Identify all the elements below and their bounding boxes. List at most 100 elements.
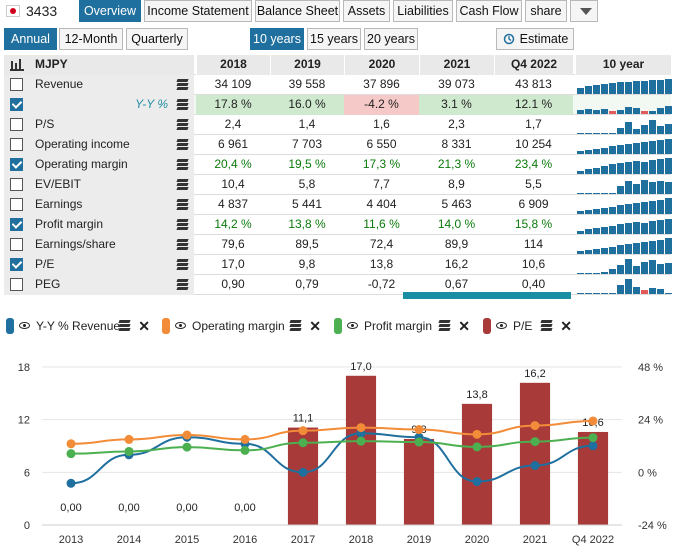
- series-point: [240, 445, 250, 455]
- layers-icon[interactable]: [438, 320, 451, 331]
- table-row[interactable]: P/E 17,0 9,8 13,8 16,2 10,6: [4, 255, 672, 275]
- series-point: [182, 442, 192, 452]
- table-row[interactable]: Earnings/share 79,6 89,5 72,4 89,9 114: [4, 235, 672, 255]
- period-annual-button[interactable]: Annual: [4, 28, 57, 50]
- x-tick-label: Q4 2022: [572, 534, 614, 546]
- layers-icon[interactable]: [118, 320, 131, 331]
- table-row[interactable]: Operating income 6 961 7 703 6 550 8 331 10 2…: [4, 135, 672, 155]
- layers-icon[interactable]: [176, 239, 189, 250]
- close-icon[interactable]: ✕: [309, 318, 321, 334]
- row-checkbox[interactable]: [10, 258, 23, 271]
- layers-icon[interactable]: [176, 119, 189, 130]
- eye-icon[interactable]: [19, 322, 30, 329]
- range-15-years-button[interactable]: 15 years: [307, 28, 361, 50]
- spark-bar: [609, 293, 616, 294]
- table-row[interactable]: PEG 0,90 0,79 -0,72 0,67 0,40: [4, 275, 672, 295]
- eye-icon[interactable]: [496, 322, 507, 329]
- row-label-cell: Y-Y %: [4, 95, 194, 115]
- period-quarterly-button[interactable]: Quarterly: [126, 28, 188, 50]
- row-label-cell: Operating margin: [4, 155, 194, 175]
- row-checkbox[interactable]: [10, 138, 23, 151]
- column-header[interactable]: 2018: [196, 55, 270, 75]
- bar-value-label: 0,00: [234, 502, 255, 514]
- close-icon[interactable]: ✕: [458, 318, 470, 334]
- table-row[interactable]: Revenue 34 109 39 558 37 896 39 073 43 813: [4, 75, 672, 95]
- layers-icon[interactable]: [540, 320, 553, 331]
- tab-income-statement[interactable]: Income Statement: [144, 0, 252, 22]
- estimate-button[interactable]: Estimate: [496, 28, 574, 50]
- bar-chart-icon[interactable]: [10, 58, 24, 71]
- eye-icon[interactable]: [175, 322, 186, 329]
- spark-bar: [665, 198, 672, 214]
- table-horizontal-scrollbar[interactable]: [403, 292, 571, 299]
- series-point: [298, 438, 308, 448]
- column-header[interactable]: 2021: [419, 55, 494, 75]
- row-checkbox[interactable]: [10, 178, 23, 191]
- table-cell: 16.0 %: [270, 95, 344, 115]
- spark-bar: [617, 186, 624, 194]
- table-row[interactable]: Earnings 4 837 5 441 4 404 5 463 6 909: [4, 195, 672, 215]
- spark-bar: [625, 244, 632, 254]
- tab-overview[interactable]: Overview: [79, 0, 141, 22]
- layers-icon[interactable]: [176, 219, 189, 230]
- column-header[interactable]: 2019: [270, 55, 344, 75]
- table-row[interactable]: Y-Y % 17.8 % 16.0 % -4.2 % 3.1 % 12.1 %: [4, 95, 672, 115]
- period-12-month-button[interactable]: 12-Month: [59, 28, 123, 50]
- layers-icon[interactable]: [176, 279, 189, 290]
- more-tabs-dropdown[interactable]: [570, 0, 598, 22]
- range-20-years-button[interactable]: 20 years: [364, 28, 418, 50]
- row-checkbox[interactable]: [10, 98, 23, 111]
- legend-item[interactable]: Operating margin ✕: [162, 316, 327, 336]
- spark-bar: [665, 219, 672, 234]
- row-checkbox[interactable]: [10, 78, 23, 91]
- spark-bar: [577, 211, 584, 214]
- table-cell: 11,6 %: [363, 217, 400, 231]
- table-row[interactable]: Operating margin 20,4 % 19,5 % 17,3 % 21,3 %…: [4, 155, 672, 175]
- close-icon[interactable]: ✕: [560, 318, 572, 334]
- close-icon[interactable]: ✕: [138, 318, 150, 334]
- legend-item[interactable]: P/E ✕: [483, 316, 578, 336]
- layers-icon[interactable]: [176, 139, 189, 150]
- layers-icon[interactable]: [176, 259, 189, 270]
- row-checkbox[interactable]: [10, 218, 23, 231]
- row-checkbox[interactable]: [10, 198, 23, 211]
- spark-bar: [625, 259, 632, 274]
- row-checkbox[interactable]: [10, 278, 23, 291]
- tab-liabilities[interactable]: Liabilities: [393, 0, 453, 22]
- layers-icon[interactable]: [176, 79, 189, 90]
- table-cell: 6 961: [217, 137, 249, 151]
- bar-value-label: 16,2: [524, 368, 545, 380]
- spark-bar: [609, 133, 616, 134]
- layers-icon[interactable]: [176, 99, 189, 110]
- spark-bar: [649, 221, 656, 234]
- row-checkbox[interactable]: [10, 118, 23, 131]
- layers-icon[interactable]: [289, 320, 302, 331]
- series-point: [66, 478, 76, 488]
- column-header[interactable]: Q4 2022: [494, 55, 573, 75]
- tab-balance-sheet[interactable]: Balance Sheet: [255, 0, 340, 22]
- spark-bar: [649, 182, 656, 194]
- row-checkbox[interactable]: [10, 238, 23, 251]
- layers-icon[interactable]: [176, 159, 189, 170]
- range-10-years-button[interactable]: 10 years: [250, 28, 304, 50]
- legend-item[interactable]: Profit margin ✕: [334, 316, 476, 336]
- spark-bar: [649, 160, 656, 174]
- table-row[interactable]: P/S 2,4 1,4 1,6 2,3 1,7: [4, 115, 672, 135]
- layers-icon[interactable]: [176, 179, 189, 190]
- row-checkbox[interactable]: [10, 158, 23, 171]
- series-point: [472, 442, 482, 452]
- table-row[interactable]: Profit margin 14,2 % 13,8 % 11,6 % 14,0 % 15,…: [4, 215, 672, 235]
- spark-bar: [577, 193, 584, 194]
- eye-icon[interactable]: [347, 322, 358, 329]
- tab-assets[interactable]: Assets: [343, 0, 390, 22]
- column-header[interactable]: 2020: [344, 55, 419, 75]
- table-cell: 10,6: [521, 257, 546, 271]
- row-label: Profit margin: [35, 217, 104, 231]
- legend-item[interactable]: Y-Y % Revenue ✕: [6, 316, 156, 336]
- table-row[interactable]: EV/EBIT 10,4 5,8 7,7 8,9 5,5: [4, 175, 672, 195]
- legend-label: Profit margin: [364, 319, 433, 333]
- tab-share[interactable]: share: [525, 0, 567, 22]
- spark-bar: [633, 161, 640, 174]
- tab-cash-flow[interactable]: Cash Flow: [456, 0, 522, 22]
- layers-icon[interactable]: [176, 199, 189, 210]
